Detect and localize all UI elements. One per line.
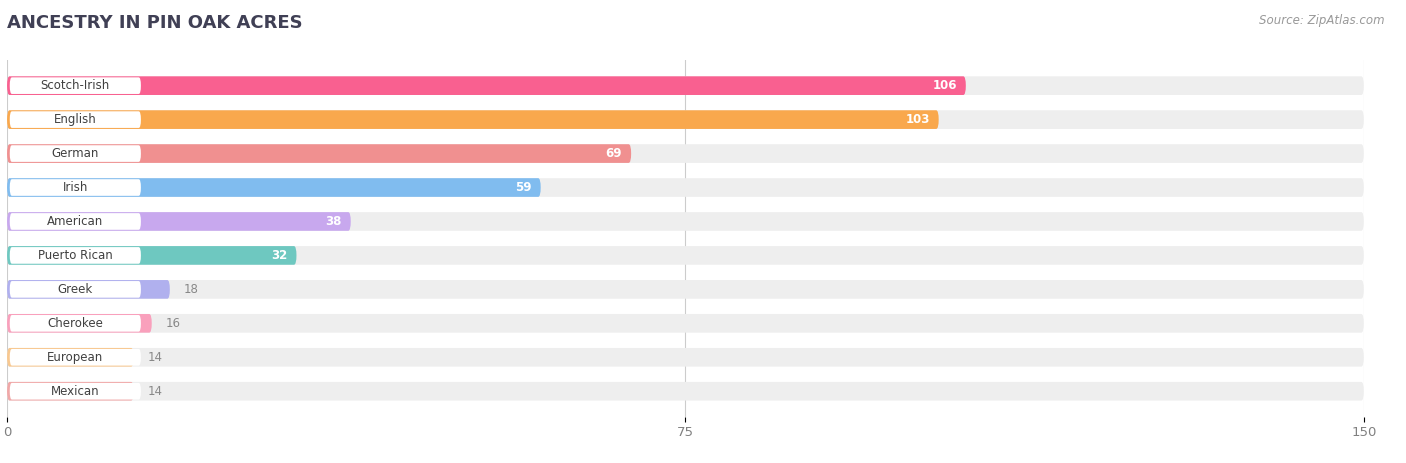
FancyBboxPatch shape [7, 178, 541, 197]
Text: American: American [48, 215, 104, 228]
Text: European: European [48, 351, 104, 364]
FancyBboxPatch shape [7, 110, 1364, 129]
Text: Cherokee: Cherokee [48, 317, 103, 330]
FancyBboxPatch shape [7, 246, 1364, 265]
FancyBboxPatch shape [7, 110, 939, 129]
Text: 14: 14 [148, 351, 162, 364]
FancyBboxPatch shape [7, 76, 1364, 95]
Text: Mexican: Mexican [51, 385, 100, 398]
FancyBboxPatch shape [7, 348, 134, 367]
FancyBboxPatch shape [7, 246, 297, 265]
FancyBboxPatch shape [10, 179, 141, 196]
FancyBboxPatch shape [7, 76, 966, 95]
FancyBboxPatch shape [7, 314, 1364, 332]
Text: 32: 32 [271, 249, 287, 262]
Text: 69: 69 [606, 147, 621, 160]
Text: Puerto Rican: Puerto Rican [38, 249, 112, 262]
FancyBboxPatch shape [10, 145, 141, 162]
FancyBboxPatch shape [7, 212, 350, 231]
FancyBboxPatch shape [7, 280, 170, 299]
Text: 16: 16 [166, 317, 180, 330]
Text: German: German [52, 147, 98, 160]
FancyBboxPatch shape [7, 178, 1364, 197]
Text: Greek: Greek [58, 283, 93, 296]
FancyBboxPatch shape [7, 348, 1364, 367]
Text: 106: 106 [932, 79, 956, 92]
FancyBboxPatch shape [7, 382, 134, 400]
FancyBboxPatch shape [10, 213, 141, 230]
FancyBboxPatch shape [7, 212, 1364, 231]
FancyBboxPatch shape [10, 349, 141, 366]
FancyBboxPatch shape [10, 281, 141, 298]
Text: 18: 18 [183, 283, 198, 296]
Text: ANCESTRY IN PIN OAK ACRES: ANCESTRY IN PIN OAK ACRES [7, 14, 302, 31]
Text: 38: 38 [325, 215, 342, 228]
FancyBboxPatch shape [7, 382, 1364, 400]
FancyBboxPatch shape [7, 280, 1364, 299]
Text: 59: 59 [515, 181, 531, 194]
FancyBboxPatch shape [7, 144, 1364, 163]
FancyBboxPatch shape [7, 314, 152, 332]
Text: 14: 14 [148, 385, 162, 398]
FancyBboxPatch shape [10, 383, 141, 400]
FancyBboxPatch shape [7, 144, 631, 163]
Text: Source: ZipAtlas.com: Source: ZipAtlas.com [1260, 14, 1385, 27]
Text: Irish: Irish [63, 181, 89, 194]
Text: 103: 103 [905, 113, 929, 126]
Text: English: English [53, 113, 97, 126]
FancyBboxPatch shape [10, 111, 141, 128]
FancyBboxPatch shape [10, 77, 141, 94]
FancyBboxPatch shape [10, 315, 141, 332]
FancyBboxPatch shape [10, 247, 141, 264]
Text: Scotch-Irish: Scotch-Irish [41, 79, 110, 92]
